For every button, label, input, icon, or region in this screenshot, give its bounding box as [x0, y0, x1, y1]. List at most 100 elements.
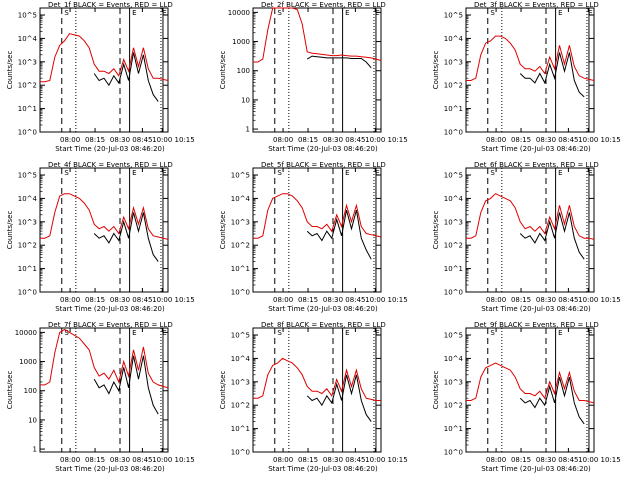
- marker-label: E: [162, 169, 166, 177]
- y-tick-label: 1000: [232, 38, 250, 46]
- y-tick-label: 10^4: [444, 195, 464, 203]
- marker-label: E: [162, 9, 166, 17]
- x-tick-label: 08:30: [323, 456, 343, 464]
- y-tick-label: 100: [24, 387, 37, 395]
- x-tick-label: 10:15: [175, 456, 195, 464]
- y-tick-label: 10^3: [444, 218, 463, 226]
- x-tick-label: 08:30: [323, 136, 343, 144]
- x-tick-label: 08:30: [110, 296, 130, 304]
- y-tick-label: 10^5: [444, 12, 463, 20]
- x-tick-label: 10:15: [175, 296, 195, 304]
- y-tick-label: 1000: [19, 358, 37, 366]
- marker-label: S: [490, 169, 495, 177]
- x-tick-label: 08:15: [298, 296, 318, 304]
- series-line-lld: [466, 35, 595, 81]
- x-axis-label: Start Time (20-Jul-03 08:46:20): [268, 145, 378, 153]
- x-tick-label: 10:00: [152, 136, 172, 144]
- series-line-lld: [40, 33, 169, 83]
- detector-panel-7: Det_7f BLACK = Events, RED = LLD 1 10 100 10…: [0, 320, 213, 480]
- series-line-events: [519, 376, 585, 425]
- x-tick-label: 10:00: [578, 456, 598, 464]
- x-tick-label: 08:45: [558, 136, 578, 144]
- x-tick-label: 10:00: [365, 296, 385, 304]
- y-tick-label: 10^3: [231, 218, 250, 226]
- x-axis-label: Start Time (20-Jul-03 08:46:20): [268, 305, 378, 313]
- marker-label: E: [588, 9, 592, 17]
- series-line-events: [306, 209, 372, 260]
- y-tick-label: 10^4: [444, 35, 464, 43]
- y-axis-label: Counts/sec: [432, 371, 440, 410]
- x-tick-label: 10:15: [601, 296, 621, 304]
- y-tick-label: 10^0: [231, 289, 250, 297]
- y-tick-label: 10^4: [18, 195, 38, 203]
- x-axis-label: Start Time (20-Jul-03 08:46:20): [55, 465, 165, 473]
- y-tick-label: 10000: [228, 9, 250, 17]
- marker-label: S: [64, 9, 69, 17]
- series-line-lld: [40, 328, 169, 389]
- detector-panel-1: Det_1f BLACK = Events, RED = LLD 10^0 10^1…: [0, 0, 213, 160]
- x-tick-label: 08:15: [85, 136, 105, 144]
- x-tick-label: 08:00: [486, 136, 506, 144]
- y-tick-label: 10^1: [231, 425, 250, 433]
- series-line-lld: [40, 193, 169, 240]
- series-line-events: [93, 212, 159, 262]
- x-tick-label: 10:15: [601, 136, 621, 144]
- marker-label: E: [132, 9, 136, 17]
- y-tick-label: 1: [246, 126, 250, 134]
- y-tick-label: 10^5: [444, 172, 463, 180]
- series-line-events: [519, 212, 585, 260]
- plot-frame: [39, 167, 169, 293]
- y-tick-label: 10^1: [444, 105, 463, 113]
- series-line-events: [306, 55, 372, 69]
- x-tick-label: 10:15: [388, 456, 408, 464]
- detector-panel-2: Det_2f BLACK = Events, RED = LLD 1 10 100 10…: [213, 0, 426, 160]
- y-tick-label: 10^1: [231, 265, 250, 273]
- y-tick-label: 10^2: [231, 242, 250, 250]
- x-axis-label: Start Time (20-Jul-03 08:46:20): [55, 145, 165, 153]
- x-tick-label: 10:15: [175, 136, 195, 144]
- y-tick-label: 10^5: [231, 172, 250, 180]
- x-tick-label: 08:15: [511, 456, 531, 464]
- y-axis-label: Counts/sec: [432, 211, 440, 250]
- marker-label: E: [375, 169, 379, 177]
- x-tick-label: 08:45: [345, 296, 365, 304]
- x-tick-label: 08:00: [60, 136, 80, 144]
- y-tick-label: 10^2: [18, 82, 37, 90]
- x-tick-label: 10:00: [365, 136, 385, 144]
- x-tick-label: 08:45: [132, 136, 152, 144]
- chart-title: Det_6f BLACK = Events, RED = LLD: [474, 161, 599, 169]
- y-tick-label: 10^4: [444, 355, 464, 363]
- x-tick-label: 08:30: [536, 456, 556, 464]
- marker-label: S: [490, 329, 495, 337]
- y-tick-label: 10^0: [18, 129, 37, 137]
- y-tick-label: 10: [241, 96, 250, 104]
- marker-label: S: [277, 169, 282, 177]
- x-tick-label: 10:00: [578, 136, 598, 144]
- marker-label: E: [162, 329, 166, 337]
- marker-label: S: [64, 329, 69, 337]
- plot-frame: [252, 7, 382, 133]
- x-tick-label: 08:45: [132, 296, 152, 304]
- chart-title: Det_8f BLACK = Events, RED = LLD: [261, 321, 386, 329]
- series-line-lld: [466, 193, 595, 240]
- x-axis-label: Start Time (20-Jul-03 08:46:20): [481, 465, 591, 473]
- x-tick-label: 08:30: [536, 296, 556, 304]
- x-tick-label: 08:00: [60, 456, 80, 464]
- chart-title: Det_7f BLACK = Events, RED = LLD: [48, 321, 173, 329]
- x-tick-label: 10:00: [578, 296, 598, 304]
- y-tick-label: 10^0: [444, 289, 463, 297]
- x-tick-label: 10:15: [388, 296, 408, 304]
- y-axis-label: Counts/sec: [219, 51, 227, 90]
- y-tick-label: 10^3: [444, 58, 463, 66]
- detector-panel-3: Det_3f BLACK = Events, RED = LLD 10^0 10^1…: [426, 0, 639, 160]
- marker-label: E: [345, 9, 349, 17]
- y-tick-label: 10^4: [231, 195, 251, 203]
- marker-label: E: [375, 9, 379, 17]
- y-tick-label: 10^1: [444, 265, 463, 273]
- detector-chart-8: Det_8f BLACK = Events, RED = LLD 10^0 10^1…: [219, 321, 408, 473]
- plot-frame: [252, 327, 382, 453]
- x-tick-label: 08:15: [298, 136, 318, 144]
- y-tick-label: 10^3: [18, 58, 37, 66]
- x-tick-label: 08:00: [273, 136, 293, 144]
- chart-title: Det_1f BLACK = Events, RED = LLD: [48, 1, 173, 9]
